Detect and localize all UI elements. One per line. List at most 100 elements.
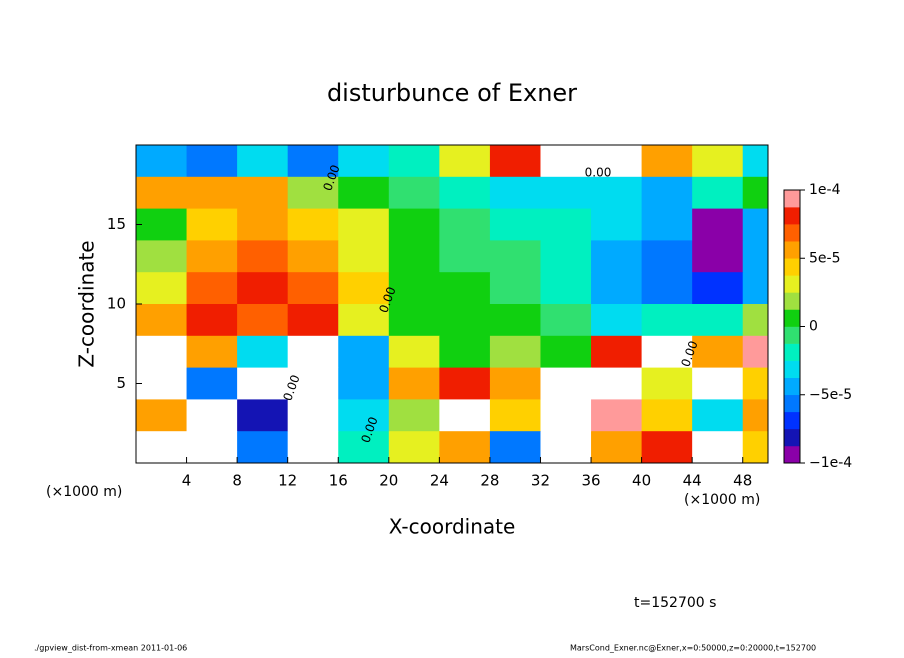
field [136,145,768,463]
x-tick-label: 4 [182,472,192,490]
cell [692,304,744,337]
x-unit: (×1000 m) [46,484,122,500]
cell [186,367,238,400]
colorbar-swatch [784,292,800,310]
cell [540,431,592,463]
cell [388,145,440,178]
cell [742,272,768,305]
cell [692,367,744,400]
cell [439,367,491,400]
chart-title: disturbunce of Exner [327,79,577,107]
cell [692,176,744,210]
cell [692,240,744,273]
cell [136,208,188,241]
x-tick-label: 36 [581,472,600,490]
cell [439,431,491,463]
cell [388,304,440,337]
cell [186,176,238,210]
cell [338,240,390,273]
cell [186,304,238,337]
cell [338,335,390,369]
x-unit: (×1000 m) [684,492,760,508]
colorbar-swatch [784,275,800,293]
cell [742,176,768,210]
cell [287,431,339,463]
cell [692,208,744,241]
cell [338,145,390,178]
cell [489,335,541,369]
cell [287,208,339,241]
cell [591,304,643,337]
cell [641,399,693,432]
cell [540,208,592,241]
colorbar-swatch [784,241,800,259]
cell [388,176,440,210]
cell [591,145,643,178]
cell [237,399,289,432]
colorbar-tick-label: 1e-4 [809,182,841,198]
colorbar-swatch [784,343,800,361]
x-tick-label: 12 [278,472,297,490]
cell [136,367,188,400]
cell [641,335,693,369]
colorbar-swatch [784,377,800,396]
y-tick-label: 5 [116,374,126,392]
cell [641,431,693,463]
cell [136,272,188,305]
cell [540,240,592,273]
cell [692,431,744,463]
cell [287,335,339,369]
cell [338,304,390,337]
colorbar-tick-label: −1e-4 [809,455,852,471]
cell [641,367,693,400]
cell [237,367,289,400]
cell [237,145,289,178]
cell [287,304,339,337]
cell [489,272,541,305]
cell [439,240,491,273]
cell [742,208,768,241]
cell [338,208,390,241]
x-tick-label: 8 [232,472,242,490]
cell [489,431,541,463]
colorbar-swatch [784,190,800,208]
cell [287,367,339,400]
cell [287,176,339,210]
y-axis-label: Z-coordinate [75,240,99,367]
cell [641,208,693,241]
cell [439,208,491,241]
cell [540,145,592,178]
cell [186,431,238,463]
colorbar-swatch [784,224,800,242]
cell [591,399,643,432]
cell [489,240,541,273]
cell [742,431,768,463]
cell [591,240,643,273]
cell [591,208,643,241]
cell [742,145,768,178]
cell [388,431,440,463]
cell [439,145,491,178]
cell [338,399,390,432]
cell [540,399,592,432]
colorbar-tick-label: 0 [809,319,818,335]
x-tick-label: 28 [480,472,499,490]
x-tick-label: 32 [531,472,550,490]
cell [591,431,643,463]
cell [136,145,188,178]
x-tick-label: 24 [430,472,449,490]
cell [591,335,643,369]
cell [388,208,440,241]
cell [591,367,643,400]
cell [287,145,339,178]
cell [489,208,541,241]
cell [692,399,744,432]
cell [338,431,390,463]
x-tick-label: 40 [632,472,651,490]
cell [136,431,188,463]
cell [186,399,238,432]
cell [338,367,390,400]
y-tick-label: 15 [107,215,126,233]
cell [540,176,592,210]
cell [338,272,390,305]
